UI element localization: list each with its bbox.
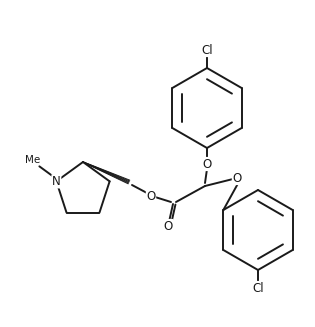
- Text: O: O: [146, 190, 156, 202]
- Text: N: N: [52, 175, 61, 188]
- Text: Cl: Cl: [201, 43, 213, 57]
- Text: O: O: [232, 171, 242, 184]
- Text: Me: Me: [25, 155, 40, 165]
- Text: O: O: [163, 219, 173, 232]
- Text: Cl: Cl: [252, 282, 264, 295]
- Text: O: O: [202, 158, 212, 170]
